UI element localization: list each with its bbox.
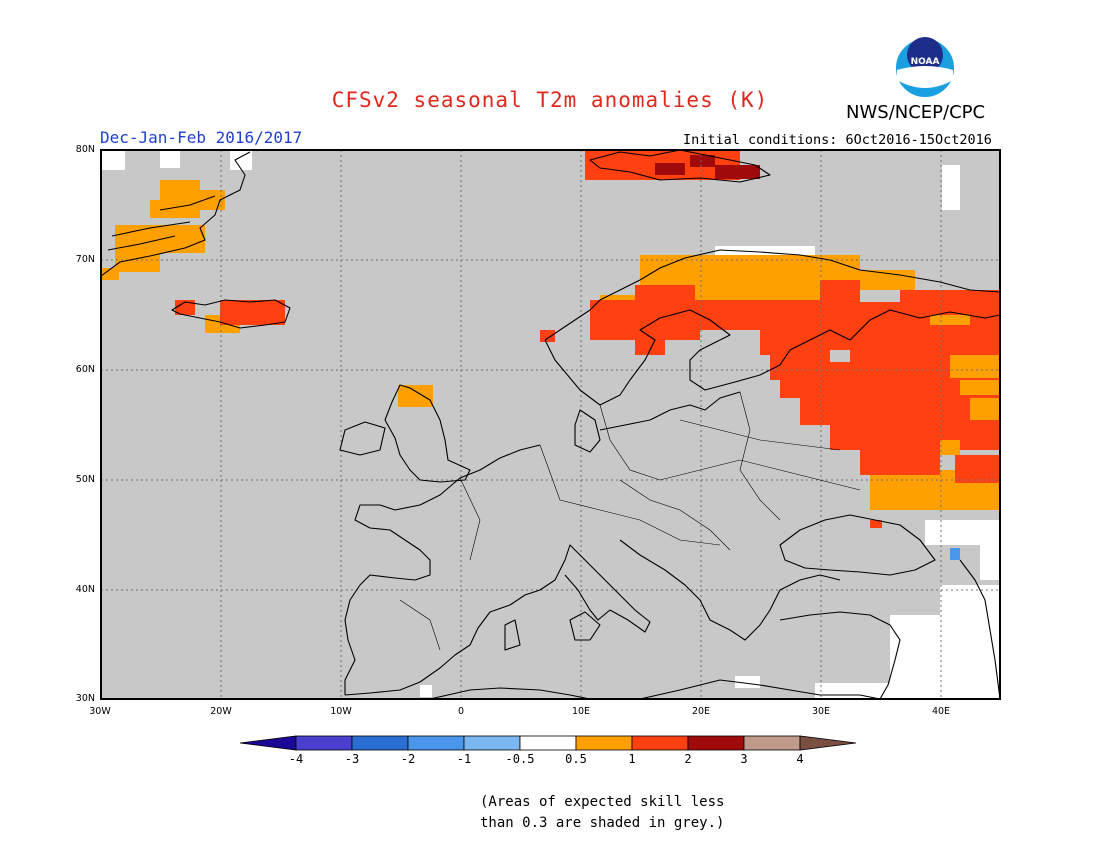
chart-title: CFSv2 seasonal T2m anomalies (K) bbox=[331, 88, 769, 112]
season-label: Dec-Jan-Feb 2016/2017 bbox=[100, 128, 303, 147]
colorbar-label-m05: -0.5 bbox=[505, 752, 535, 766]
country-borders bbox=[399, 391, 861, 651]
lon-label-20w: 20W bbox=[210, 706, 232, 717]
lat-label-30n: 30N bbox=[75, 693, 95, 704]
lon-label-10e: 10E bbox=[571, 706, 591, 717]
colorbar-label-m3: -3 bbox=[344, 752, 360, 766]
lat-label-40n: 40N bbox=[75, 584, 95, 595]
colorbar-label-m4: -4 bbox=[288, 752, 304, 766]
anomaly-shading bbox=[101, 150, 1000, 699]
map-frame bbox=[100, 149, 1001, 700]
skill-note-line1: (Areas of expected skill less bbox=[480, 794, 725, 810]
coastlines bbox=[101, 150, 1000, 699]
skill-note: (Areas of expected skill less than 0.3 a… bbox=[480, 792, 724, 834]
skill-note-line2: than 0.3 are shaded in grey.) bbox=[480, 815, 725, 831]
lat-label-60n: 60N bbox=[75, 364, 95, 375]
colorbar-label-m2: -2 bbox=[400, 752, 416, 766]
initial-conditions-label: Initial conditions: 6Oct2016-15Oct2016 bbox=[683, 132, 992, 148]
colorbar-label-p3: 3 bbox=[740, 752, 748, 766]
agency-label: NWS/NCEP/CPC bbox=[846, 102, 986, 123]
lat-label-80n: 80N bbox=[75, 144, 95, 155]
colorbar-label-m1: -1 bbox=[456, 752, 472, 766]
lon-label-10w: 10W bbox=[330, 706, 352, 717]
colorbar-label-p4: 4 bbox=[796, 752, 804, 766]
lon-label-40e: 40E bbox=[931, 706, 951, 717]
colorbar-label-p05: 0.5 bbox=[565, 752, 587, 766]
lat-label-70n: 70N bbox=[75, 254, 95, 265]
colorbar-label-p2: 2 bbox=[684, 752, 692, 766]
lon-label-30e: 30E bbox=[811, 706, 831, 717]
lat-label-50n: 50N bbox=[75, 474, 95, 485]
lon-label-20e: 20E bbox=[691, 706, 711, 717]
colorbar-label-p1: 1 bbox=[628, 752, 636, 766]
lon-label-0: 0 bbox=[457, 706, 465, 717]
lon-label-30w: 30W bbox=[89, 706, 111, 717]
